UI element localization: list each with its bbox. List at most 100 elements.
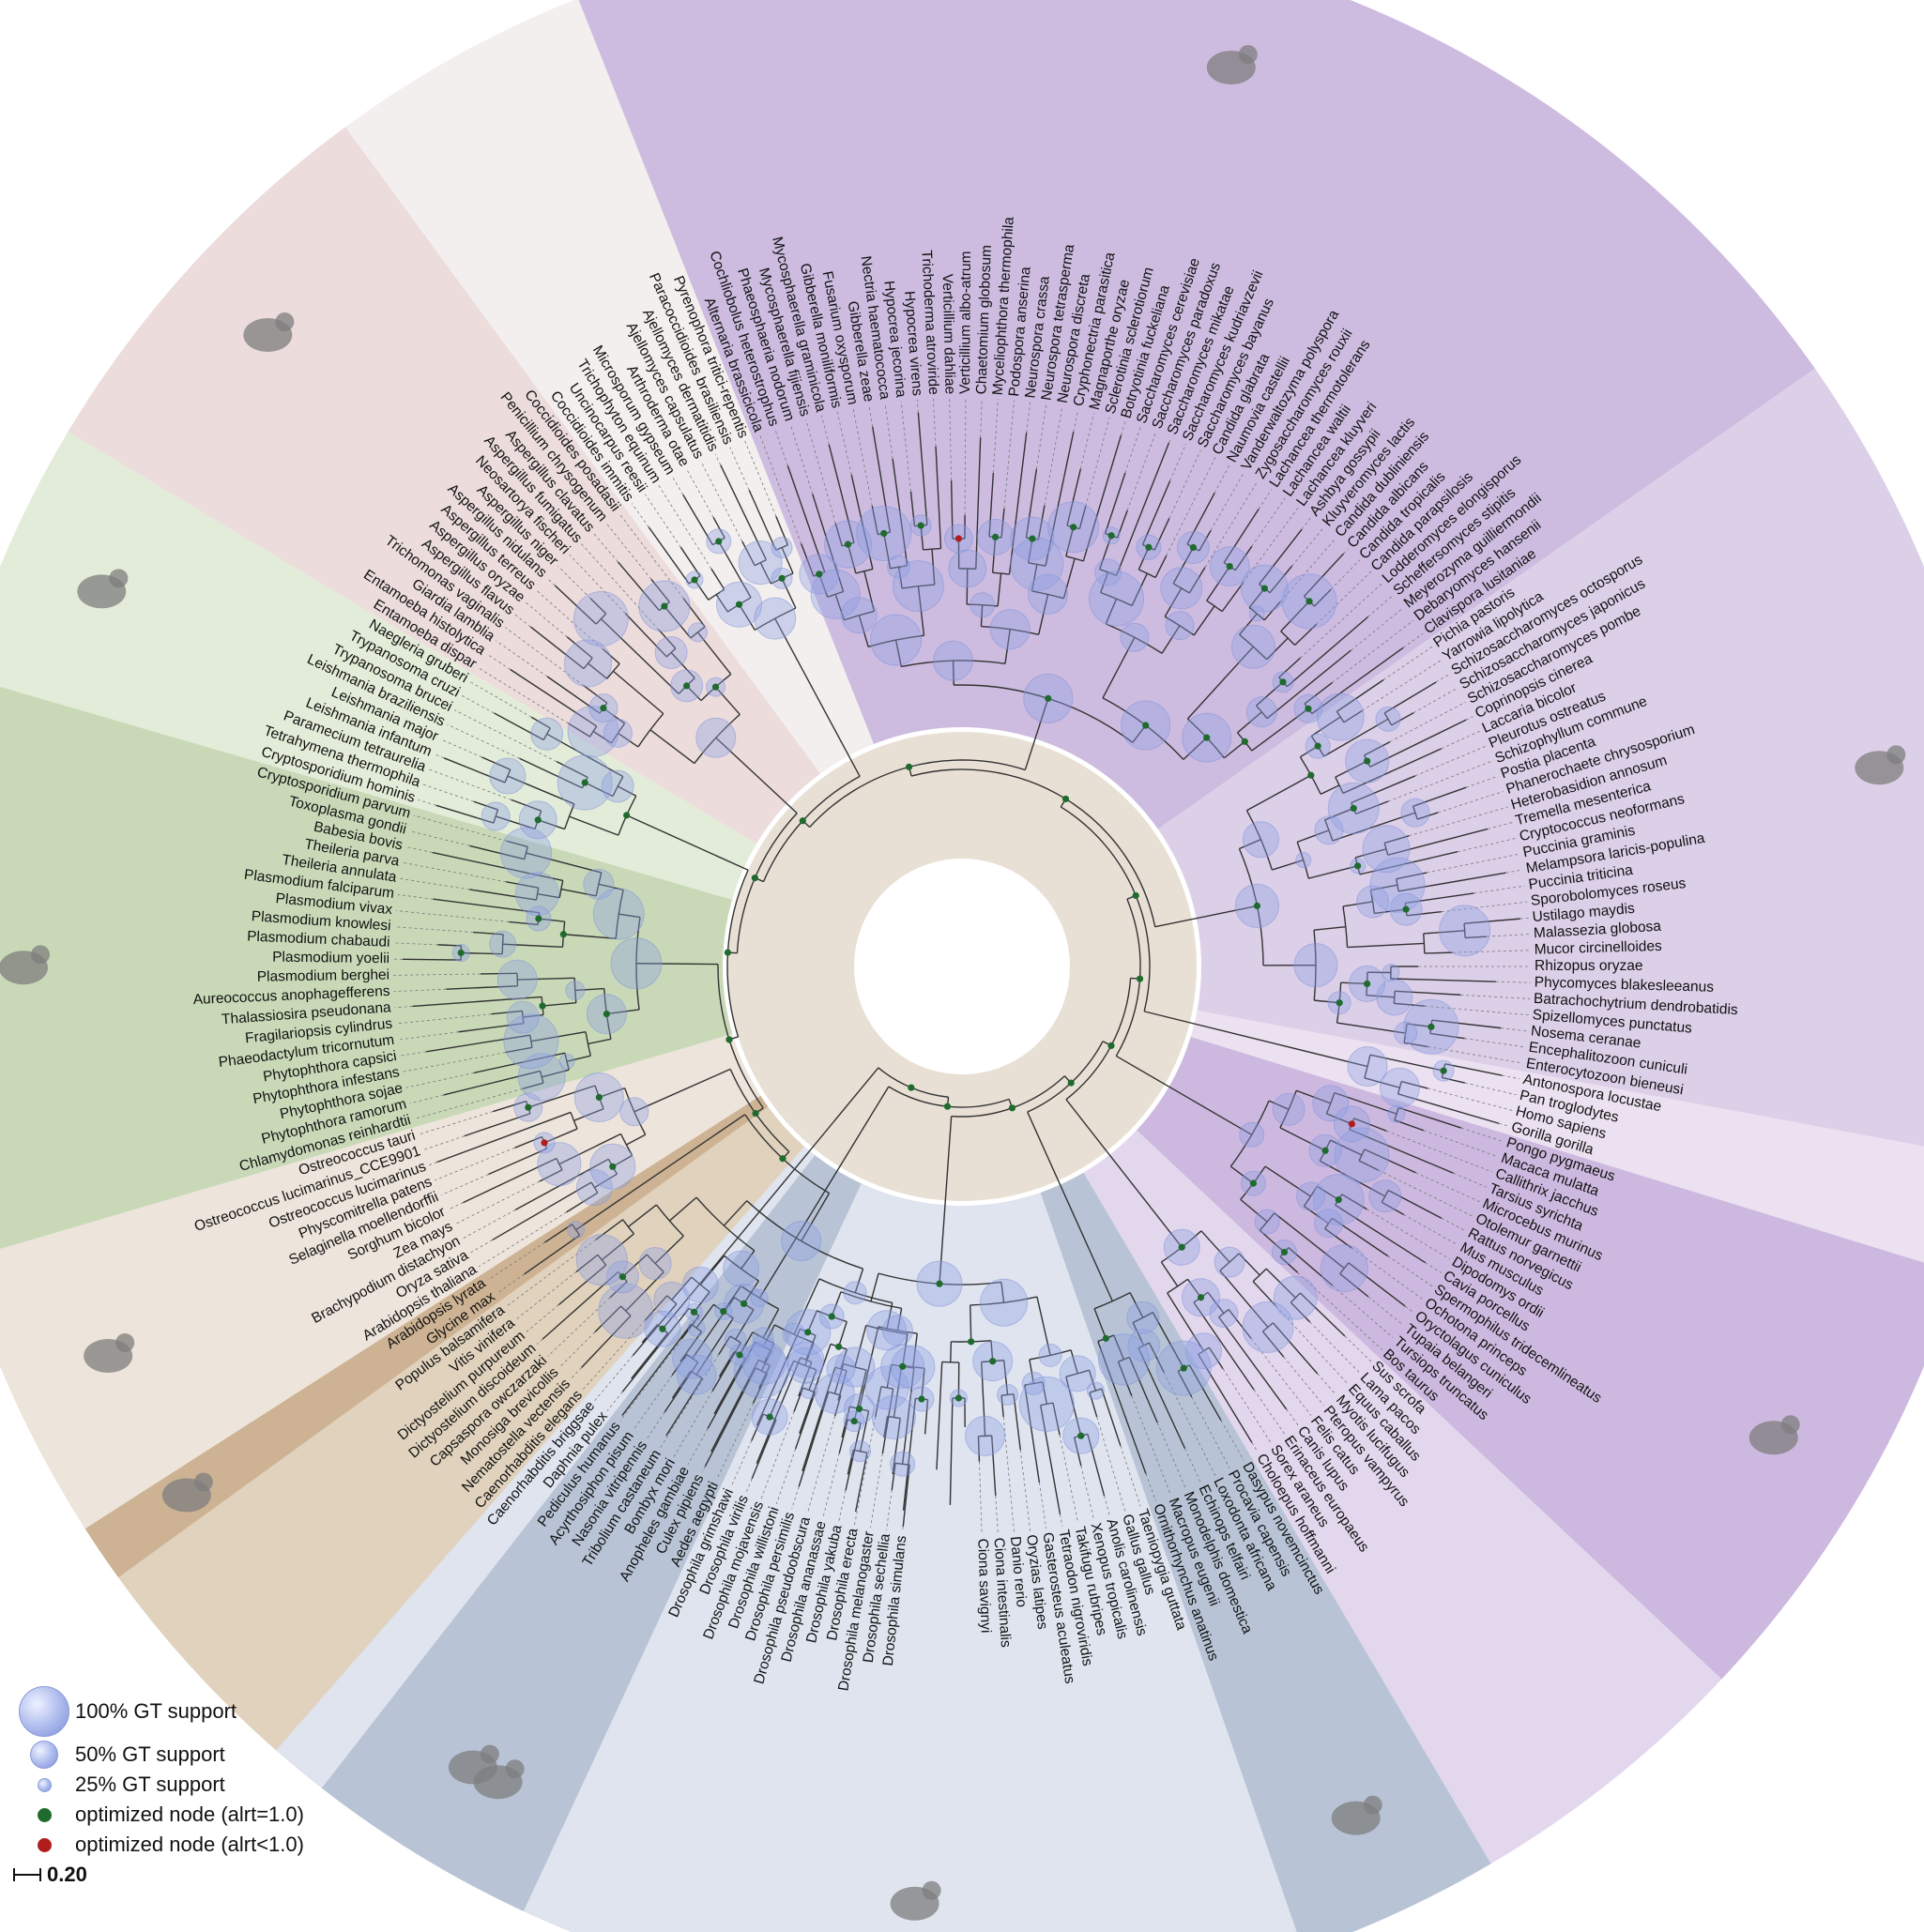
branch: [710, 1359, 759, 1453]
leaf-connector: [394, 926, 474, 933]
branch: [1129, 1292, 1144, 1318]
gt-support-bubble: [1394, 1021, 1418, 1045]
leaf-connector: [1441, 1217, 1466, 1232]
optimized-node-full: [905, 763, 913, 770]
branch: [1353, 1118, 1387, 1132]
leaf-connector: [1019, 1450, 1031, 1531]
leaf-connector: [440, 738, 482, 758]
gt-support-bubble: [517, 1053, 566, 1102]
leaf-connector: [506, 1240, 596, 1307]
optimized-node-full: [1253, 902, 1261, 909]
leaf-connector: [1250, 1338, 1312, 1416]
leaf-connector: [605, 523, 652, 580]
leaf-connector: [1460, 994, 1531, 999]
backbone: [758, 1086, 890, 1299]
backbone: [715, 737, 798, 814]
leaf-connector: [447, 723, 520, 759]
leaf-connector: [744, 440, 777, 517]
mushroom-icon: [1748, 1415, 1800, 1455]
optimized-node-full: [1136, 975, 1144, 982]
gt-support-bubble: [1375, 706, 1401, 732]
branch: [542, 1001, 576, 1007]
branch: [1387, 1189, 1443, 1219]
branch: [1303, 553, 1345, 598]
optimized-node-full: [618, 1273, 627, 1281]
branch: [931, 549, 936, 586]
optimized-node-full: [720, 1308, 727, 1316]
branch: [912, 1333, 918, 1367]
legend-row-opt-full: optimized node (alrt=1.0): [13, 1800, 304, 1830]
branch: [1274, 1212, 1345, 1270]
leaf-connector: [1073, 409, 1079, 433]
optimized-node-full: [1178, 1243, 1185, 1251]
branch: [1423, 930, 1465, 935]
gt-support-bubble: [870, 614, 923, 666]
leaf-connector: [1441, 730, 1480, 750]
branch: [1391, 711, 1414, 726]
branch: [909, 491, 916, 526]
gt-support-bubbles: [451, 501, 1491, 1477]
branch: [1296, 829, 1330, 844]
leaf-connector: [453, 709, 557, 763]
gt-support-bubble: [1245, 696, 1277, 728]
branch-arc: [665, 647, 677, 658]
branch: [760, 1350, 772, 1372]
leaf-connector: [884, 403, 893, 460]
optimized-node-full: [683, 682, 691, 690]
branch: [896, 1308, 903, 1331]
branch: [1369, 719, 1467, 768]
branch: [859, 1410, 870, 1452]
gt-support-bubble: [1242, 821, 1279, 859]
leaf-connector: [949, 398, 953, 481]
leaf-connector: [870, 1453, 883, 1529]
branch-arc: [1099, 569, 1117, 576]
branch: [1294, 623, 1318, 647]
gt-support-bubble: [676, 1354, 717, 1395]
optimized-node-full: [1203, 734, 1211, 741]
branch: [1343, 709, 1363, 723]
leaf-connector: [775, 1449, 796, 1504]
branch-arc: [529, 1035, 533, 1048]
branch: [751, 1419, 777, 1480]
branch: [1381, 1201, 1405, 1216]
branch: [522, 1082, 544, 1090]
optimized-node-full: [844, 540, 852, 548]
leaf-connector: [1120, 1445, 1141, 1507]
branch: [759, 562, 772, 585]
branch: [1336, 679, 1384, 712]
branch: [1128, 1357, 1158, 1423]
branch: [519, 757, 583, 789]
legend: 100% GT support 50% GT support 25% GT su…: [13, 1686, 304, 1890]
backbone: [634, 1068, 731, 1113]
legend-row-gt25: 25% GT support: [13, 1770, 304, 1800]
branch: [1412, 786, 1467, 807]
branch: [543, 1128, 578, 1144]
branch: [883, 533, 892, 569]
branch: [808, 1369, 817, 1391]
branch-arc: [757, 1359, 771, 1366]
gt-support-bubble: [1379, 1067, 1420, 1108]
optimized-node-full: [1061, 795, 1070, 803]
branch-arc: [1239, 633, 1268, 661]
leaf-connector: [1184, 1448, 1201, 1483]
branch: [1398, 1106, 1462, 1129]
branch: [1238, 1253, 1260, 1276]
leaf-connector: [1465, 716, 1474, 721]
branch: [803, 1342, 815, 1366]
leaf-connector: [1121, 421, 1126, 435]
branch: [1330, 1139, 1363, 1156]
branch: [474, 1052, 566, 1073]
branch: [966, 569, 969, 605]
branch: [711, 1342, 741, 1392]
branch-arc: [1029, 1349, 1072, 1361]
leaf-label: Rhizopus oryzae: [1535, 958, 1642, 974]
gt-support-bubble: [687, 1318, 706, 1337]
optimized-node-full: [799, 817, 806, 825]
branch: [1383, 835, 1410, 844]
branch: [1429, 1032, 1465, 1040]
branch: [566, 636, 593, 659]
gt-support-bubble: [575, 1234, 628, 1286]
branch: [805, 1334, 817, 1361]
gt-support-bubble: [1293, 943, 1338, 988]
optimized-node-full: [1077, 1432, 1085, 1439]
